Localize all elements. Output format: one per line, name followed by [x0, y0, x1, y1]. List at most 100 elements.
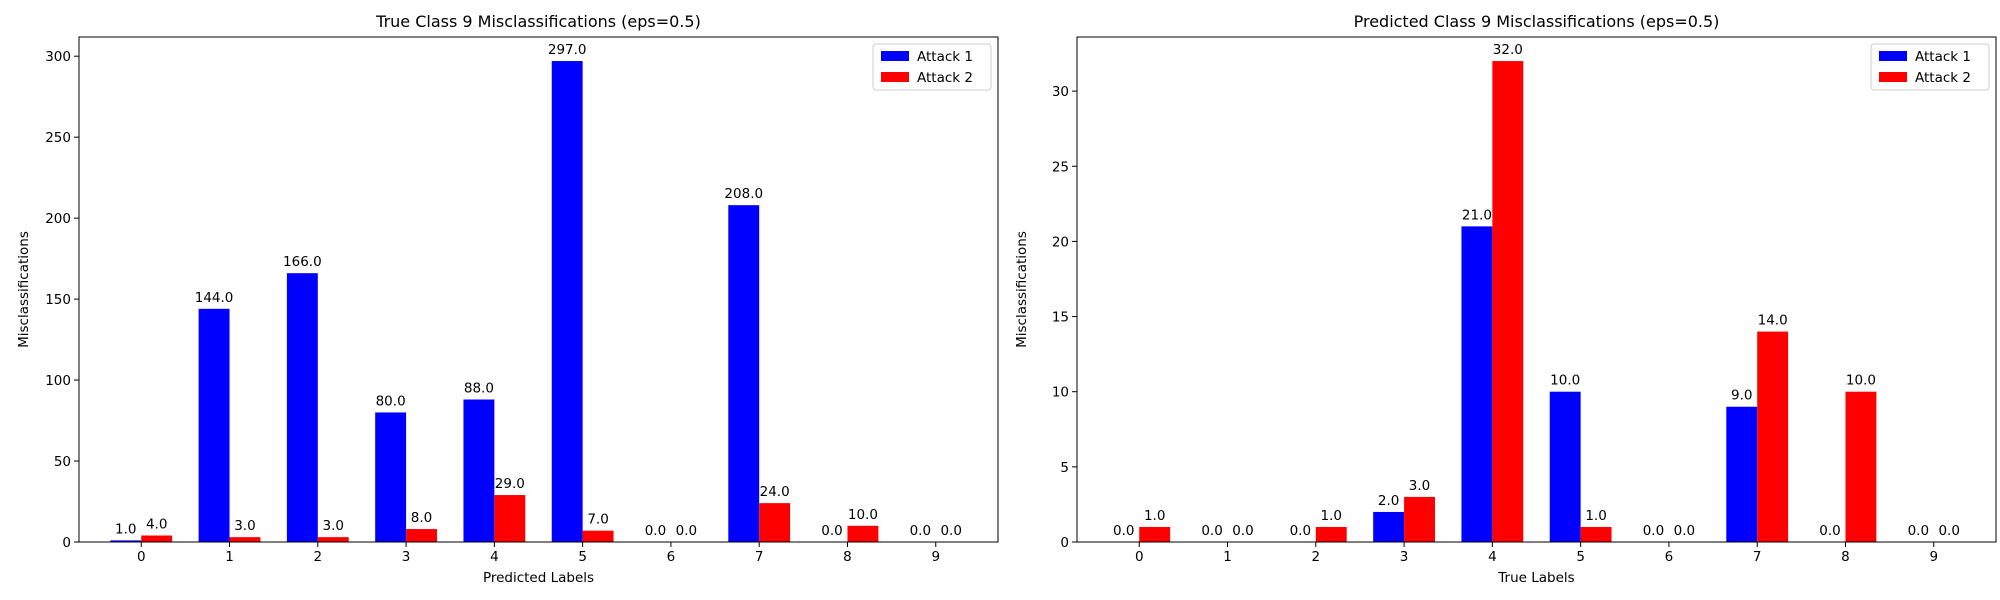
data-label: 0.0: [940, 523, 961, 539]
y-tick-label: 10: [1052, 385, 1069, 401]
data-label: 3.0: [1409, 478, 1430, 494]
legend-label: Attack 2: [917, 70, 973, 86]
data-label: 29.0: [495, 476, 525, 492]
chart-panel-2: 0.0 0.0 0.02.021.010.00.09.00.0 0.01.00.01.…: [1014, 12, 1997, 586]
x-tick-label: 4: [490, 549, 499, 565]
data-label: 0.0: [1674, 523, 1695, 539]
bar-attack2-2: [317, 537, 349, 542]
x-tick-label: 1: [225, 549, 234, 565]
data-label: 0.0: [821, 523, 842, 539]
y-tick-label: 100: [45, 373, 71, 389]
bar-attack1-2: [286, 273, 318, 542]
y-tick-label: 20: [1052, 234, 1069, 250]
data-label: 0.0: [1908, 523, 1929, 539]
data-label: 144.0: [195, 290, 234, 306]
bar-attack1-0: [110, 540, 142, 542]
bar-attack2-4: [1492, 61, 1524, 543]
legend-label: Attack 1: [1915, 49, 1971, 65]
x-axis-label: Predicted Labels: [483, 570, 594, 586]
x-tick-label: 6: [1665, 549, 1674, 565]
legend-label: Attack 2: [1915, 70, 1971, 86]
data-label: 10.0: [1846, 373, 1876, 389]
legend-swatch: [1879, 72, 1907, 82]
bar-attack1-1: [198, 308, 230, 542]
x-tick-label: 7: [1753, 549, 1762, 565]
x-tick-label: 7: [755, 549, 764, 565]
x-tick-label: 9: [1929, 549, 1938, 565]
data-label: 3.0: [323, 518, 344, 534]
data-label: 0.0: [1938, 523, 1959, 539]
data-label: 0.0: [676, 523, 697, 539]
x-tick-label: 3: [402, 549, 411, 565]
x-tick-label: 5: [1576, 549, 1585, 565]
data-label: 208.0: [724, 186, 763, 202]
bar-attack1-5: [1549, 391, 1581, 542]
y-tick-label: 30: [1052, 84, 1069, 100]
bar-attack1-4: [1461, 226, 1493, 543]
x-tick-label: 2: [314, 549, 323, 565]
bar-attack2-2: [1315, 526, 1347, 542]
data-label: 1.0: [1585, 508, 1606, 524]
y-tick-label: 0: [62, 535, 71, 551]
data-label: 2.0: [1378, 493, 1399, 509]
data-label: 0.0: [1113, 523, 1134, 539]
bar-attack2-5: [582, 530, 614, 542]
y-tick-label: 5: [1060, 460, 1069, 476]
x-tick-label: 0: [137, 549, 146, 565]
data-label: 0.0: [645, 523, 666, 539]
bar-attack2-7: [1757, 331, 1789, 542]
y-tick-label: 0: [1060, 535, 1069, 551]
data-label: 21.0: [1462, 207, 1492, 223]
bar-attack1-3: [1373, 511, 1405, 542]
chart-title: True Class 9 Misclassifications (eps=0.5…: [375, 12, 701, 31]
bar-attack2-0: [1139, 526, 1171, 542]
data-label: 10.0: [848, 507, 878, 523]
data-label: 297.0: [548, 42, 587, 58]
data-label: 0.0: [1643, 523, 1664, 539]
data-label: 7.0: [587, 512, 608, 528]
plot-frame: [1076, 36, 1997, 543]
data-label: 9.0: [1731, 388, 1752, 404]
data-label: 10.0: [1550, 373, 1580, 389]
bar-attack2-0: [141, 535, 173, 542]
legend-label: Attack 1: [917, 49, 973, 65]
legend-swatch: [881, 51, 909, 61]
bar-attack2-8: [1845, 391, 1877, 542]
data-label: 32.0: [1493, 42, 1523, 58]
legend-swatch: [881, 72, 909, 82]
data-label: 0.0: [1232, 523, 1253, 539]
x-tick-label: 1: [1223, 549, 1232, 565]
y-tick-label: 25: [1052, 159, 1069, 175]
y-tick-label: 200: [45, 211, 71, 227]
data-label: 4.0: [146, 517, 167, 533]
data-label: 0.0: [910, 523, 931, 539]
y-tick-label: 15: [1052, 310, 1069, 326]
bar-attack1-5: [551, 61, 583, 543]
data-label: 80.0: [376, 393, 406, 409]
data-label: 88.0: [464, 381, 494, 397]
y-tick-label: 250: [45, 130, 71, 146]
data-label: 24.0: [760, 484, 790, 500]
legend: Attack 1 Attack 2: [872, 43, 992, 91]
data-label: 0.0: [1201, 523, 1222, 539]
data-label: 3.0: [234, 518, 255, 534]
plot-frame: [78, 36, 999, 543]
x-axis-label: True Labels: [1497, 570, 1574, 586]
data-label: 0.0: [1819, 523, 1840, 539]
x-tick-label: 5: [578, 549, 587, 565]
bar-attack1-4: [463, 399, 495, 542]
bar-attack1-3: [375, 412, 407, 542]
bar-attack2-3: [406, 529, 437, 542]
x-tick-label: 6: [667, 549, 676, 565]
data-label: 8.0: [411, 510, 432, 526]
data-label: 14.0: [1758, 313, 1788, 329]
y-axis-label: Misclassifications: [1014, 231, 1030, 348]
legend-swatch: [1879, 51, 1907, 61]
x-tick-label: 3: [1400, 549, 1409, 565]
bar-attack2-5: [1580, 526, 1612, 542]
y-tick-label: 150: [45, 292, 71, 308]
data-label: 1.0: [1144, 508, 1165, 524]
y-tick-label: 50: [54, 454, 71, 470]
